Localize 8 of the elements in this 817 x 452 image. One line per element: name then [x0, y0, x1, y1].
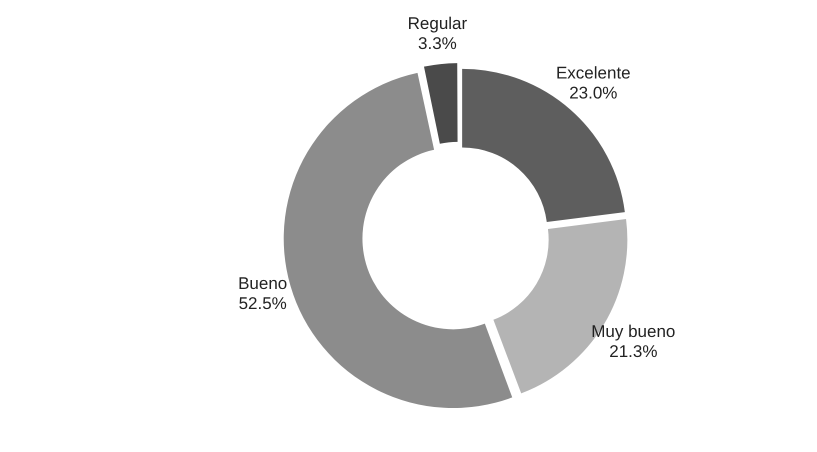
data-label: 21.3%: [609, 342, 658, 361]
data-label: 3.3%: [418, 34, 457, 53]
data-label: 52.5%: [238, 294, 287, 313]
slice-label: Excelente: [556, 64, 631, 83]
slice-label: Muy bueno: [591, 322, 676, 341]
slice-label: Bueno: [238, 274, 288, 293]
data-label: 23.0%: [569, 84, 618, 103]
slice-label: Regular: [408, 14, 468, 33]
